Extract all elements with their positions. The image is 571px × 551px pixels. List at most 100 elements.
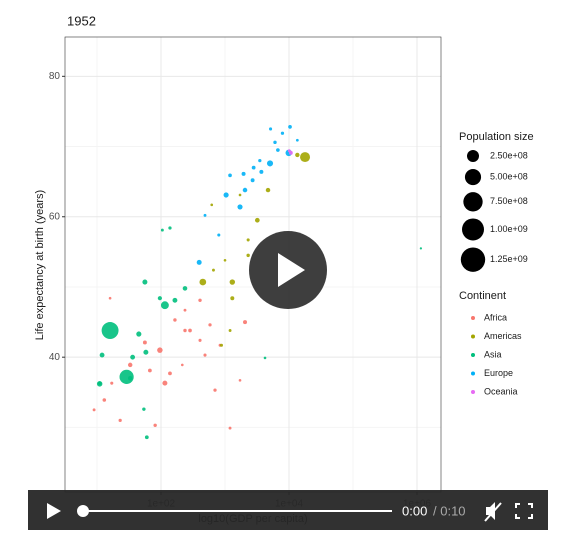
data-point (198, 298, 202, 303)
legend: 2.50e+08 5.00e+08 7.50e+08 1.00e+09 1.25e+09… (460, 150, 528, 396)
legend-label: Africa (484, 312, 507, 322)
data-point (160, 228, 164, 232)
data-point (254, 217, 260, 223)
size-legend-label: 1.00e+09 (490, 224, 528, 234)
play-button[interactable] (47, 503, 61, 519)
data-point (238, 193, 242, 197)
data-point (295, 138, 299, 142)
data-point (276, 148, 280, 152)
y-tick-label: 40 (49, 352, 61, 363)
data-point (419, 247, 423, 250)
mute-slash (484, 502, 502, 522)
plot-area: 4060801e+021e+041e+06 (49, 36, 442, 510)
data-point (144, 435, 149, 440)
data-point (238, 379, 242, 382)
data-point (208, 323, 212, 327)
data-point (157, 296, 162, 301)
data-point (183, 328, 187, 333)
duration: / 0:10 (433, 503, 466, 518)
data-point (143, 349, 149, 355)
data-point (136, 331, 142, 337)
y-tick-label: 60 (49, 211, 61, 222)
data-point (172, 297, 178, 303)
data-point (229, 279, 236, 285)
size-legend-key (464, 169, 482, 186)
data-point (258, 158, 262, 163)
fullscreen-button[interactable] (515, 503, 533, 519)
data-point (243, 320, 248, 325)
legend-key (471, 390, 475, 394)
size-legend-key (460, 247, 486, 272)
size-legend-label: 5.00e+08 (490, 171, 528, 181)
legend-label: Europe (484, 368, 513, 378)
data-point (212, 268, 215, 272)
chart-title: 1952 (67, 13, 96, 28)
mute-button[interactable] (484, 502, 502, 522)
player-overlay: 0:00 / 0:10 (28, 231, 548, 530)
size-legend-label: 2.50e+08 (490, 150, 528, 160)
data-point (168, 371, 172, 376)
legend-key (471, 353, 475, 357)
legend-key (471, 334, 475, 339)
data-point (228, 329, 232, 332)
data-point (127, 376, 133, 381)
data-point (142, 340, 147, 345)
data-point (160, 301, 169, 310)
data-point (300, 152, 311, 163)
data-point (183, 308, 187, 312)
data-point (182, 286, 188, 291)
data-point (130, 354, 136, 360)
size-legend-label: 1.25e+09 (490, 254, 528, 264)
legend-label: Oceania (484, 386, 518, 396)
data-point (273, 140, 277, 145)
data-point (251, 165, 256, 170)
data-point (246, 238, 250, 242)
legend-title: Continent (459, 290, 506, 302)
data-point (228, 426, 232, 430)
size-legend-key (462, 218, 484, 241)
data-point (210, 203, 214, 207)
size-legend-key (467, 150, 479, 162)
data-point (265, 187, 271, 193)
data-point (162, 380, 168, 386)
progress-knob[interactable] (77, 505, 89, 517)
current-time: 0:00 (402, 503, 427, 518)
data-point (127, 362, 133, 368)
data-point (168, 226, 172, 230)
data-point (295, 152, 300, 158)
legend-key (471, 316, 475, 320)
data-point (99, 352, 105, 358)
data-point (92, 408, 96, 412)
legend-label: Americas (484, 331, 522, 341)
big-play-icon (278, 253, 305, 287)
data-point (246, 253, 250, 258)
size-legend-title: Population size (459, 131, 534, 143)
data-point (223, 192, 229, 198)
data-point (102, 398, 107, 402)
data-point (266, 160, 274, 167)
legend-key (471, 371, 475, 376)
data-point (196, 259, 202, 265)
data-point (96, 381, 103, 387)
data-point (259, 169, 264, 174)
data-point (173, 318, 177, 322)
data-point (217, 233, 221, 237)
legend-label: Asia (484, 349, 502, 359)
data-point (263, 356, 267, 360)
y-tick-label: 80 (49, 71, 61, 82)
size-legend-label: 7.50e+08 (490, 196, 528, 206)
data-point (157, 347, 163, 353)
data-point (219, 343, 224, 347)
data-point (188, 328, 192, 333)
data-point (147, 368, 152, 373)
data-point (118, 418, 122, 423)
data-point (288, 125, 292, 129)
data-point (241, 171, 246, 176)
speaker-icon (486, 502, 495, 520)
data-point (203, 353, 207, 357)
data-point (203, 213, 207, 217)
data-point (228, 173, 232, 178)
data-point (153, 423, 157, 428)
y-axis-label: Life expectancy at birth (years) (34, 190, 46, 340)
